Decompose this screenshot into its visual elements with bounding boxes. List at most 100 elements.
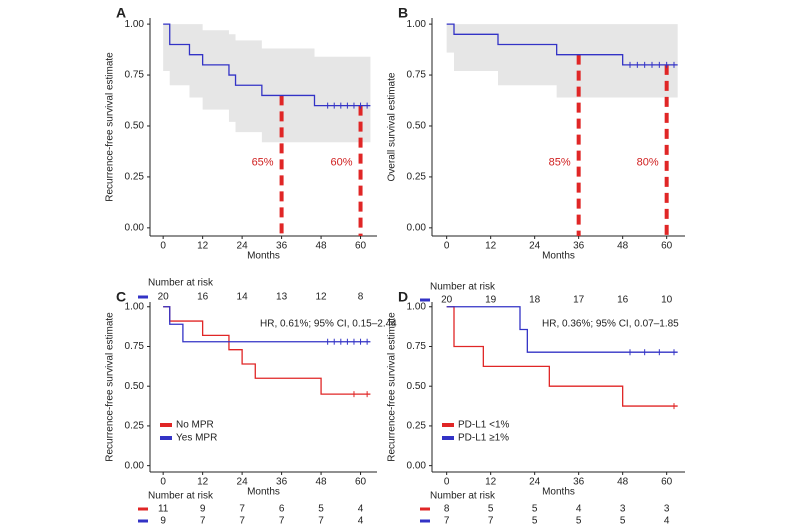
- at-risk-count: 12: [316, 292, 328, 303]
- y-tick-label: 0.00: [125, 460, 145, 471]
- x-tick-label: 12: [197, 241, 209, 252]
- at-risk-count: 5: [532, 516, 538, 527]
- y-axis-label: Recurrence-free survival estimate: [105, 52, 116, 202]
- x-tick-label: 0: [160, 477, 166, 488]
- at-risk-count: 16: [197, 292, 209, 303]
- at-risk-count: 3: [620, 504, 626, 515]
- at-risk-count: 7: [239, 516, 245, 527]
- x-tick-label: 48: [316, 477, 328, 488]
- at-risk-count: 20: [158, 292, 170, 303]
- at-risk-title: Number at risk: [148, 278, 214, 289]
- y-tick-label: 0.75: [125, 341, 145, 352]
- x-tick-label: 60: [661, 477, 673, 488]
- legend-label: No MPR: [176, 420, 214, 431]
- x-axis-label: Months: [542, 251, 575, 262]
- y-tick-label: 0.25: [407, 172, 427, 183]
- annotation-label: 65%: [252, 157, 274, 169]
- at-risk-count: 4: [358, 504, 364, 515]
- y-tick-label: 0.00: [407, 460, 427, 471]
- x-axis-label: Months: [247, 487, 280, 498]
- x-tick-label: 48: [316, 241, 328, 252]
- at-risk-count: 16: [617, 295, 629, 306]
- x-tick-label: 24: [529, 241, 541, 252]
- at-risk-count: 13: [276, 292, 288, 303]
- at-risk-count: 8: [444, 504, 450, 515]
- y-axis-label: Recurrence-free survival estimate: [105, 312, 116, 462]
- y-tick-label: 1.00: [407, 19, 427, 30]
- annotation-label: 85%: [549, 157, 571, 169]
- y-tick-label: 1.00: [125, 19, 145, 30]
- y-tick-label: 0.75: [407, 70, 427, 81]
- confidence-band: [446, 24, 678, 98]
- panel-label: D: [398, 289, 408, 305]
- at-risk-count: 7: [318, 516, 324, 527]
- x-tick-label: 60: [661, 241, 673, 252]
- y-tick-label: 0.25: [125, 172, 145, 183]
- at-risk-count: 7: [279, 516, 285, 527]
- hazard-ratio: HR, 0.61%; 95% CI, 0.15–2.44: [260, 319, 397, 330]
- y-tick-label: 0.50: [125, 381, 145, 392]
- at-risk-count: 9: [200, 504, 206, 515]
- legend-label: Yes MPR: [176, 433, 217, 444]
- at-risk-count: 7: [239, 504, 245, 515]
- x-tick-label: 36: [276, 477, 288, 488]
- panel-label: A: [116, 5, 126, 21]
- y-tick-label: 1.00: [125, 301, 145, 312]
- at-risk-count: 4: [576, 504, 582, 515]
- survival-curve: [163, 306, 371, 395]
- at-risk-count: 10: [661, 295, 673, 306]
- y-tick-label: 0.50: [407, 381, 427, 392]
- at-risk-count: 4: [358, 516, 364, 527]
- survival-curve: [446, 306, 678, 407]
- y-tick-label: 0.25: [125, 421, 145, 432]
- at-risk-count: 14: [237, 292, 249, 303]
- panel-label: B: [398, 5, 408, 21]
- y-axis-label: Overall survival estimate: [387, 72, 398, 181]
- at-risk-count: 11: [158, 504, 169, 515]
- at-risk-count: 9: [160, 516, 166, 527]
- survival-curve: [446, 23, 678, 66]
- x-tick-label: 12: [197, 477, 209, 488]
- y-axis-label: Recurrence-free survival estimate: [387, 312, 398, 462]
- legend-label: PD-L1 <1%: [458, 420, 510, 431]
- y-tick-label: 0.00: [125, 222, 145, 233]
- at-risk-count: 17: [573, 295, 585, 306]
- y-tick-label: 0.50: [407, 121, 427, 132]
- x-tick-label: 36: [276, 241, 288, 252]
- x-tick-label: 36: [573, 241, 585, 252]
- x-tick-label: 0: [160, 241, 166, 252]
- x-axis-label: Months: [247, 251, 280, 262]
- annotation-label: 80%: [637, 157, 659, 169]
- x-tick-label: 0: [444, 241, 450, 252]
- y-tick-label: 0.50: [125, 121, 145, 132]
- at-risk-count: 7: [444, 516, 450, 527]
- at-risk-count: 20: [441, 295, 453, 306]
- annotation-label: 60%: [331, 157, 353, 169]
- at-risk-count: 5: [576, 516, 582, 527]
- y-tick-label: 0.75: [125, 70, 145, 81]
- x-tick-label: 60: [355, 477, 367, 488]
- x-axis-label: Months: [542, 487, 575, 498]
- x-tick-label: 24: [237, 477, 249, 488]
- survival-curve: [163, 306, 371, 343]
- at-risk-count: 3: [664, 504, 670, 515]
- at-risk-count: 5: [620, 516, 626, 527]
- x-tick-label: 0: [444, 477, 450, 488]
- x-tick-label: 12: [485, 241, 497, 252]
- at-risk-count: 7: [200, 516, 206, 527]
- y-tick-label: 0.00: [407, 222, 427, 233]
- at-risk-count: 8: [358, 292, 364, 303]
- confidence-band: [163, 24, 371, 143]
- at-risk-count: 6: [279, 504, 285, 515]
- x-tick-label: 24: [529, 477, 541, 488]
- y-tick-label: 0.25: [407, 421, 427, 432]
- at-risk-title: Number at risk: [430, 491, 496, 502]
- at-risk-title: Number at risk: [430, 282, 496, 293]
- at-risk-count: 4: [664, 516, 670, 527]
- x-tick-label: 12: [485, 477, 497, 488]
- y-tick-label: 1.00: [407, 301, 427, 312]
- x-tick-label: 48: [617, 477, 629, 488]
- survival-curve: [446, 306, 678, 353]
- x-tick-label: 48: [617, 241, 629, 252]
